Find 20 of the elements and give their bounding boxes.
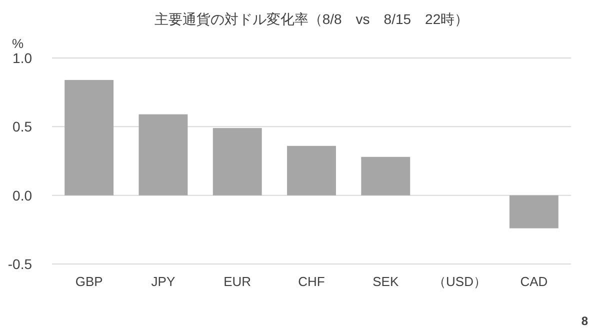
- y-tick-label: 0.0: [12, 187, 32, 204]
- y-tick-label: 1.0: [12, 50, 32, 66]
- bar: [212, 128, 262, 196]
- x-tick-label: JPY: [151, 274, 176, 289]
- bar: [361, 156, 410, 196]
- chart-title: 主要通貨の対ドル変化率（8/8 vs 8/15 22時）: [154, 11, 469, 27]
- x-tick-label: CHF: [298, 274, 325, 289]
- text: 8: [581, 314, 588, 328]
- y-tick-label: -0.5: [8, 256, 32, 272]
- bar: [138, 114, 188, 196]
- x-tick-label: CAD: [520, 274, 548, 289]
- x-tick-label: SEK: [372, 274, 399, 289]
- bar: [64, 80, 114, 196]
- x-tick-label: （USD）: [433, 274, 487, 289]
- x-tick-label: GBP: [75, 274, 103, 289]
- y-axis-title: %: [12, 36, 24, 51]
- bar: [287, 146, 336, 196]
- y-tick-label: 0.5: [12, 118, 32, 135]
- bar: [509, 195, 558, 228]
- x-tick-label: EUR: [224, 274, 252, 289]
